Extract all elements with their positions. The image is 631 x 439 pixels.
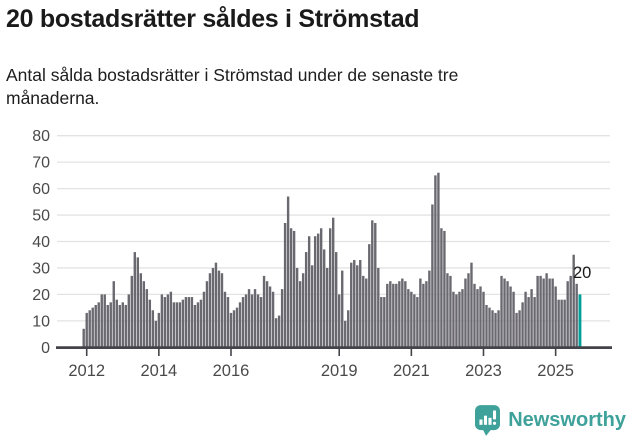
chart-title: 20 bostadsrätter såldes i Strömstad (6, 5, 420, 33)
svg-text:40: 40 (32, 234, 50, 251)
chart-subtitle: Antal sålda bostadsrätter i Strömstad un… (6, 65, 459, 108)
brand-name: Newsworthy (508, 409, 626, 431)
svg-text:2019: 2019 (321, 362, 358, 380)
svg-text:10: 10 (32, 313, 50, 330)
svg-text:2023: 2023 (465, 362, 502, 380)
svg-text:20: 20 (32, 287, 50, 304)
brand-footer: Newsworthy (475, 405, 626, 436)
svg-text:50: 50 (32, 208, 50, 225)
svg-text:2016: 2016 (213, 362, 250, 380)
svg-text:2014: 2014 (140, 362, 177, 380)
last-value-annotation: 20 (573, 264, 591, 282)
svg-text:80: 80 (32, 128, 50, 145)
svg-text:30: 30 (32, 260, 50, 277)
newsworthy-logo-icon (475, 405, 501, 436)
svg-text:60: 60 (32, 181, 50, 198)
svg-text:2025: 2025 (537, 362, 574, 380)
svg-text:2012: 2012 (68, 362, 105, 380)
svg-text:2021: 2021 (393, 362, 430, 380)
svg-text:0: 0 (41, 340, 50, 357)
svg-text:70: 70 (32, 155, 50, 172)
